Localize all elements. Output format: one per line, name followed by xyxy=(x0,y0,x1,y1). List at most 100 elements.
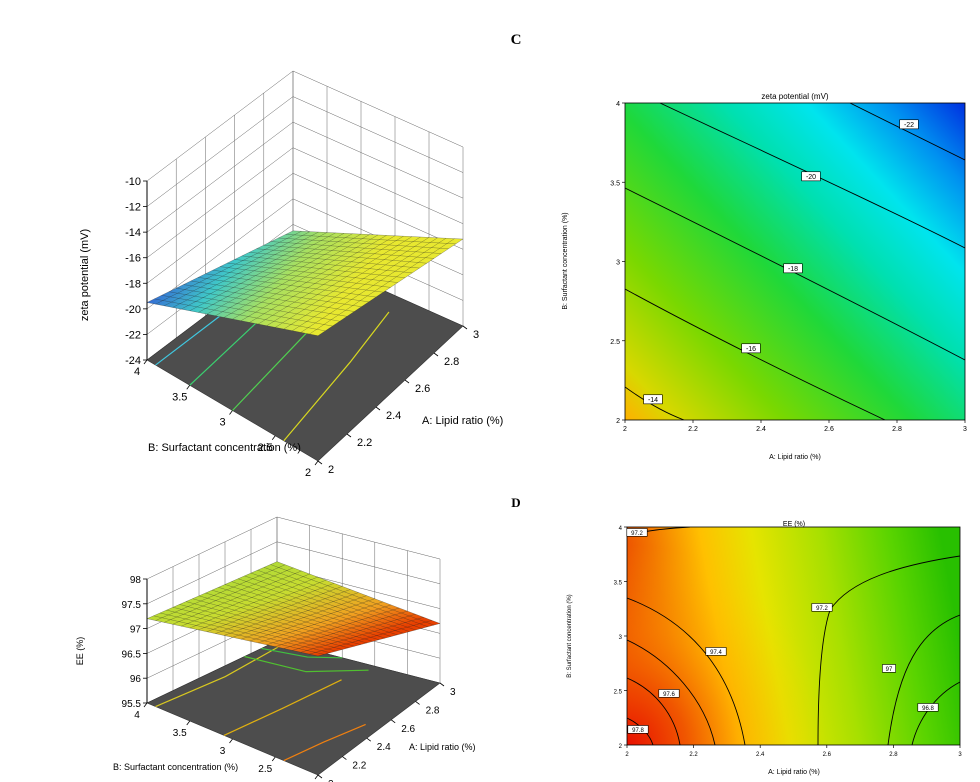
a-tick-label: 3 xyxy=(473,329,479,341)
b-tick-mark xyxy=(271,435,276,440)
ee-contour-title: EE (%) xyxy=(783,521,805,528)
surface-mesh-line xyxy=(271,241,442,254)
contour-label: 97.6 xyxy=(663,692,675,698)
b-tick-label: 2 xyxy=(305,467,311,479)
panel-label-d: D xyxy=(511,495,520,510)
wall-grid-horizontal xyxy=(292,173,464,250)
a-tick-label: 2 xyxy=(328,779,334,782)
contour-label-box xyxy=(627,725,649,734)
ee-surface-plot: 9897.59796.59695.522.533.5422.22.42.62.8… xyxy=(75,516,476,782)
surface-mesh-line xyxy=(249,598,375,642)
a-tick-mark xyxy=(375,406,381,411)
b-tick-mark xyxy=(314,460,319,466)
ee-contour-ticks: 2 2.2 2.4 2.6 2.8 3 2 2.5 3 3.5 4 xyxy=(614,526,963,758)
y-tick-label: 3 xyxy=(619,635,623,641)
surface-mesh-line xyxy=(275,607,400,647)
floor-contour-line xyxy=(223,679,342,736)
z-tick-label: 97.5 xyxy=(122,600,142,611)
contour-label-box xyxy=(811,603,833,612)
contour-label-box xyxy=(882,664,896,673)
a-tick-label: 2.4 xyxy=(377,742,391,753)
y-tick-label: 2 xyxy=(616,418,620,425)
wall-grid-horizontal xyxy=(146,96,294,207)
a-tick-label: 2.2 xyxy=(352,761,366,772)
wall-grid-horizontal xyxy=(146,516,278,580)
surface-mesh-line xyxy=(249,252,420,269)
zeta-contour-y-label: B: Surfactant concentration (%) xyxy=(562,212,569,309)
x-tick-label: 3 xyxy=(958,752,962,758)
a-tick-mark xyxy=(439,682,445,687)
contour-label: -20 xyxy=(806,174,816,181)
z-tick-label: 97 xyxy=(130,625,142,636)
x-tick-label: 2.6 xyxy=(823,752,832,758)
z-tick-label: -12 xyxy=(125,202,141,214)
b-tick-mark xyxy=(143,702,148,708)
contour-label: 97.8 xyxy=(632,728,644,734)
z-tick-label: 96.5 xyxy=(122,649,142,660)
ee-contour-plot: 97.2 97.2 97.4 97.6 97.8 97 96.8 2 2.2 2.4 2.6 2.8… xyxy=(567,521,962,776)
a-tick-mark xyxy=(342,756,347,760)
x-tick-label: 2.4 xyxy=(756,752,765,758)
ee-surface-floor xyxy=(146,640,441,776)
contour-label: 97.2 xyxy=(816,606,828,612)
a-tick-mark xyxy=(462,325,468,330)
surface-mesh-line xyxy=(250,572,416,631)
b-tick-label: 4 xyxy=(134,710,140,721)
a-tick-label: 2.8 xyxy=(426,705,440,716)
b-tick-label: 4 xyxy=(134,366,140,378)
y-tick-label: 4 xyxy=(619,526,623,532)
a-tick-mark xyxy=(317,774,323,779)
x-tick-label: 2 xyxy=(625,752,629,758)
zeta-contour-fill xyxy=(625,103,965,420)
wall-grid-horizontal xyxy=(146,121,294,233)
b-tick-mark xyxy=(314,774,319,780)
surface-mesh-line xyxy=(219,266,391,288)
floor-contour-line xyxy=(283,311,390,442)
y-tick-label: 4 xyxy=(616,101,620,108)
a-tick-label: 3 xyxy=(450,687,456,698)
z-tick-label: -18 xyxy=(125,278,141,290)
ee-contour-y-label: B: Surfactant concentration (%) xyxy=(567,594,573,677)
surface-mesh-line xyxy=(300,238,447,333)
surface-mesh-line xyxy=(283,237,430,330)
contour-label-box xyxy=(741,343,761,354)
x-tick-label: 2.2 xyxy=(689,752,698,758)
surface-mesh-line xyxy=(211,589,380,640)
zeta-surface-plot: -10 -12 -14 -16 -18 -20 -22 -24 2 2.5 3 3.5 4 2 2.2 2.4… xyxy=(79,70,503,479)
a-tick-mark xyxy=(390,719,396,724)
zeta-y-axis-label: B: Surfactant concentration (%) xyxy=(148,442,301,454)
b-tick-label: 3.5 xyxy=(172,391,187,403)
surface-mesh-line xyxy=(309,620,432,655)
contour-label-box xyxy=(643,394,663,405)
b-tick-mark xyxy=(186,385,191,390)
floor-contour-line xyxy=(244,655,369,673)
surface-mesh-line xyxy=(249,235,396,323)
floor-contour-line xyxy=(155,642,286,708)
wall-grid-horizontal xyxy=(292,96,464,173)
surface-mesh-line xyxy=(257,570,422,629)
z-tick-label: 98 xyxy=(130,575,142,586)
b-tick-mark xyxy=(229,410,233,415)
contour-label-box xyxy=(917,703,939,712)
surface-mesh-line xyxy=(285,234,456,245)
y-tick-label: 2 xyxy=(619,744,623,750)
b-tick-label: 3 xyxy=(219,417,225,429)
y-tick-label: 3.5 xyxy=(614,581,623,587)
b-tick-label: 2.5 xyxy=(258,442,273,454)
zeta-contour-labels: -14 -16 -18 -20 -22 xyxy=(643,119,919,405)
surface-mesh-line xyxy=(292,237,438,331)
y-tick-label: 2.5 xyxy=(614,690,623,696)
surface-mesh-line xyxy=(237,578,404,634)
surface-mesh-line xyxy=(224,584,392,637)
surface-mesh-line xyxy=(283,610,408,649)
surface-mesh-line xyxy=(317,623,441,657)
floor-contour-line xyxy=(283,723,366,762)
ee-contour-x-label: A: Lipid ratio (%) xyxy=(768,769,820,776)
floor-contour-line xyxy=(261,647,343,659)
ee-y-axis-label: B: Surfactant concentration (%) xyxy=(113,762,238,772)
ee-floor-contours xyxy=(155,642,369,762)
surface-mesh-line xyxy=(240,595,367,640)
zeta-contour-plot: -14-16-18-20-22 2 2.2 2.4 2.6 2.8 322.533.54 … xyxy=(562,92,967,461)
contour-label: 97 xyxy=(886,667,893,673)
